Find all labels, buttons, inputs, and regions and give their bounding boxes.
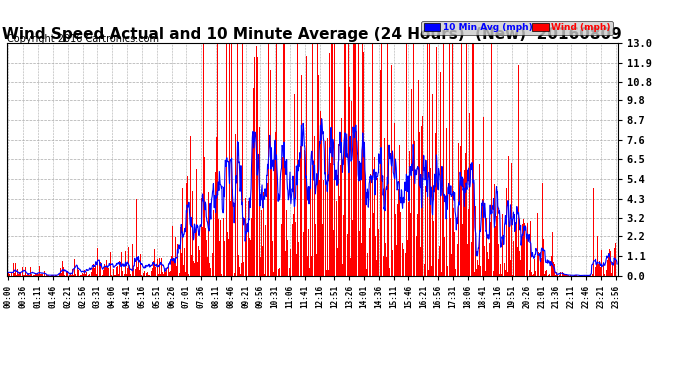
Title: Wind Speed Actual and 10 Minute Average (24 Hours)  (New)  20160809: Wind Speed Actual and 10 Minute Average … bbox=[2, 27, 622, 42]
Legend: 10 Min Avg (mph), Wind (mph): 10 Min Avg (mph), Wind (mph) bbox=[422, 21, 613, 34]
Text: Copyright 2016 Cartronics.com: Copyright 2016 Cartronics.com bbox=[7, 34, 159, 44]
